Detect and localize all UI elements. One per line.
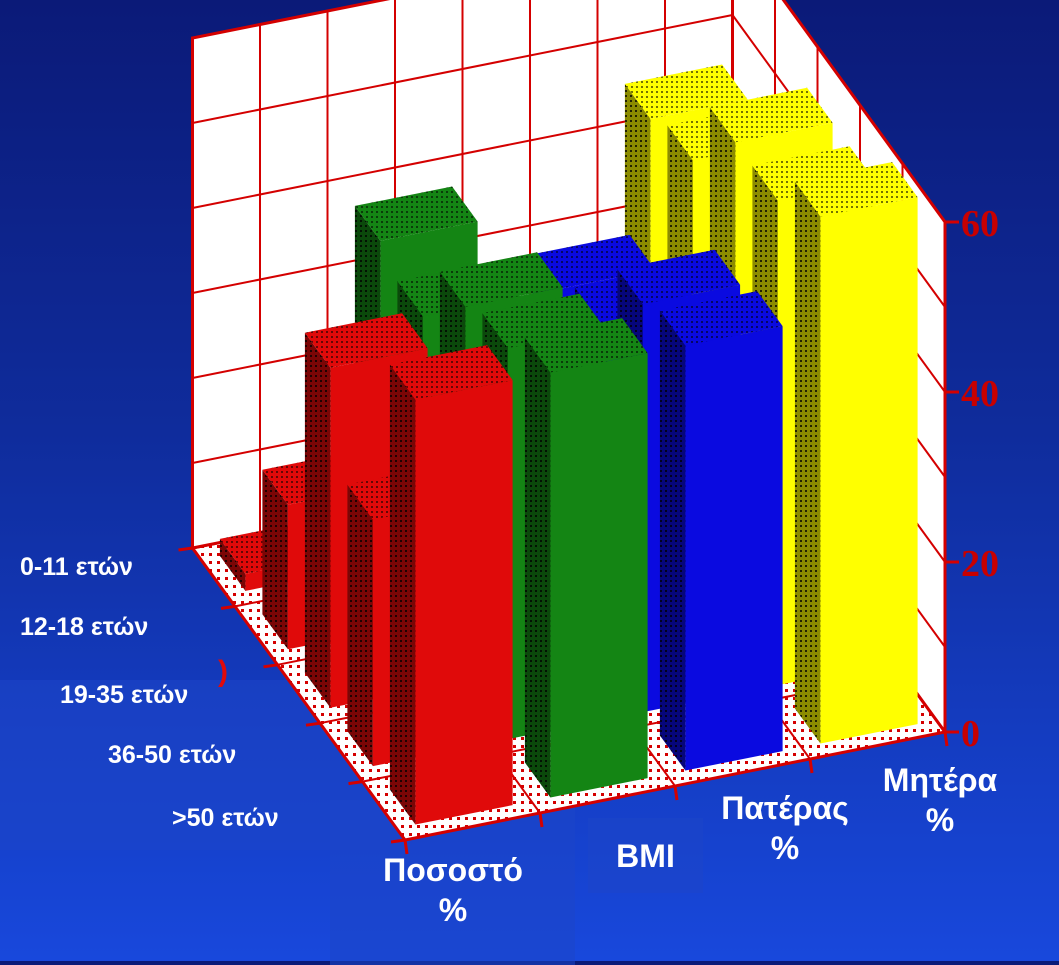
bar-front: [550, 353, 648, 798]
x-tick-mark: [673, 785, 679, 801]
z-tick-label-0: 0: [961, 713, 980, 755]
bar-front: [685, 326, 783, 771]
bar-side-texture: [794, 181, 821, 744]
col-label-pososto: Ποσοστό %: [383, 852, 523, 928]
x-tick-mark: [403, 839, 409, 855]
y-tick-mark: [305, 721, 321, 727]
bar-0-0: [389, 345, 513, 825]
bar-side-texture: [524, 337, 551, 798]
red-fragment-mark: ): [218, 655, 228, 688]
bar-top-texture: [617, 249, 741, 305]
col-label-mitera: Μητέρα %: [882, 762, 998, 838]
bar-top-texture: [354, 186, 478, 241]
row-label-over-50: >50 ετών: [172, 804, 279, 832]
bar-top-texture: [659, 291, 783, 346]
row-label-36-50: 36-50 ετών: [108, 741, 237, 769]
bar-side-texture: [219, 538, 246, 591]
bar-side-texture: [262, 469, 288, 650]
y-tick-mark: [263, 663, 278, 669]
label-panel-bmi: [588, 818, 703, 893]
x-tick-mark: [538, 812, 544, 828]
x-tick-mark: [808, 758, 814, 774]
back-grid-h: [192, 14, 733, 124]
bar-top-texture: [794, 162, 918, 217]
bar-front: [820, 197, 918, 744]
y-tick-mark: [220, 604, 236, 610]
bar-top-texture: [389, 345, 513, 400]
bar-top-texture: [304, 313, 428, 368]
y-tick-mark: [348, 780, 363, 786]
bar-front: [415, 380, 513, 825]
z-tick-label-60: 60: [961, 203, 999, 245]
bar-3-0: [794, 162, 918, 744]
bar-1-0: [524, 318, 648, 798]
bar-top-texture: [524, 318, 648, 373]
row-label-19-35: 19-35 ετών: [60, 681, 189, 709]
bar-side-texture: [347, 484, 373, 767]
y-tick-mark: [390, 838, 406, 844]
bar-side-texture: [304, 332, 331, 708]
y-tick-mark: [178, 546, 193, 552]
x-tick-mark: [943, 731, 949, 747]
z-tick-label-40: 40: [961, 373, 999, 415]
row-label-12-18: 12-18 ετών: [20, 613, 149, 641]
bar-top-texture: [709, 87, 833, 143]
col-label-bmi: BMI: [616, 838, 675, 874]
bar-2-0: [659, 291, 783, 771]
bar-side-texture: [389, 364, 416, 825]
z-tick-label-20: 20: [961, 543, 999, 585]
bar-top-texture: [439, 252, 563, 307]
bar-side-texture: [659, 310, 686, 771]
row-label-0-11: 0-11 ετών: [20, 553, 133, 581]
bar-top-texture: [624, 64, 748, 119]
col-label-pateras: Πατέρας %: [721, 790, 849, 866]
